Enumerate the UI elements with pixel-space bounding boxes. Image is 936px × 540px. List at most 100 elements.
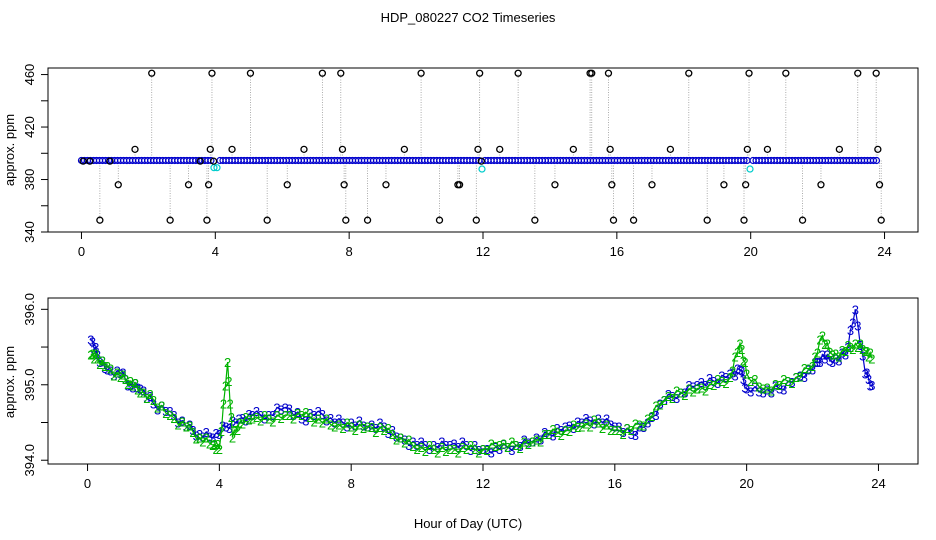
series-symbol-3: 3 [689,380,696,395]
series-symbol-3: 3 [738,364,745,379]
series-symbol-3: 3 [405,438,412,453]
series-symbol-3: 3 [193,429,200,444]
spike-point [208,69,216,77]
series-symbol-2: 2 [426,438,433,453]
series-symbol-2: 2 [640,418,647,433]
series-symbol-2: 2 [107,362,114,377]
spike-point [609,216,618,224]
series-symbol-3: 3 [669,389,676,404]
series-symbol-3: 3 [500,437,507,452]
series-symbol-3: 3 [867,379,874,394]
series-symbol-3: 3 [401,432,408,447]
series-symbol-3: 3 [508,443,515,458]
series-symbol-3: 3 [729,366,736,381]
series-symbol-3: 3 [595,412,602,427]
series-symbol-2: 2 [755,380,762,395]
series-symbol-2: 2 [868,351,875,366]
series-symbol-2: 2 [294,406,301,421]
x-tick-label: 0 [78,244,85,259]
spike-point [703,216,711,224]
series-symbol-2: 2 [186,418,193,433]
series-symbol-2: 2 [99,353,106,368]
series-symbol-3: 3 [310,408,317,423]
series-symbol-3: 3 [409,434,416,449]
series-symbol-2: 2 [170,411,177,426]
spike-point [337,69,345,77]
series-symbol-2: 2 [154,400,161,415]
series-symbol-3: 3 [426,442,433,457]
x-tick-label: 20 [739,476,753,491]
series-symbol-2: 2 [278,411,285,426]
series-symbol-3: 3 [847,323,854,338]
x-tick-label: 12 [476,244,490,259]
series-symbol-2: 2 [94,351,101,366]
series-symbol-3: 3 [319,407,326,422]
series-symbol-3: 3 [558,423,565,438]
series-symbol-3: 3 [835,353,842,368]
series-symbol-2: 2 [665,389,672,404]
spike-point [455,181,464,189]
series-symbol-3: 3 [91,342,98,357]
series-symbol-2: 2 [867,346,874,361]
series-symbol-2: 2 [743,366,750,381]
series-symbol-2: 2 [863,344,870,359]
spike-point [204,181,213,189]
series-symbol-3: 3 [376,416,383,431]
series-symbol-3: 3 [471,438,478,453]
y-tick-label: 460 [22,64,37,86]
series-symbol-2: 2 [122,372,129,387]
series-symbol-3: 3 [751,380,758,395]
series-symbol-3: 3 [302,414,309,429]
spike-point [817,181,825,189]
series-symbol-3: 3 [212,426,219,441]
series-symbol-2: 2 [418,440,425,455]
x-axis-label: Hour of Day (UTC) [414,516,522,531]
series-symbol-3: 3 [549,429,556,444]
series-symbol-3: 3 [821,351,828,366]
series-symbol-3: 3 [814,355,821,370]
series-symbol-2: 2 [529,434,536,449]
series-symbol-3: 3 [335,412,342,427]
series-symbol-3: 3 [459,434,466,449]
series-symbol-3: 3 [92,340,99,355]
series-symbol-2: 2 [702,383,709,398]
series-symbol-2: 2 [741,355,748,370]
series-symbol-3: 3 [372,421,379,436]
series-symbol-2: 2 [127,374,134,389]
x-tick-label: 8 [346,244,353,259]
series-symbol-2: 2 [842,344,849,359]
series-line-2 [90,334,873,454]
series-symbol-2: 2 [231,423,238,438]
series-symbol-2: 2 [722,376,729,391]
series-symbol-2: 2 [586,419,593,434]
spike-point [496,145,504,153]
spike-point [474,145,482,153]
series-symbol-2: 2 [677,385,684,400]
series-symbol-2: 2 [500,436,507,451]
series-symbol-2: 2 [558,428,565,443]
series-symbol-3: 3 [446,438,453,453]
series-symbol-2: 2 [562,423,569,438]
series-symbol-2: 2 [124,377,131,392]
series-symbol-2: 2 [261,408,268,423]
series-symbol-2: 2 [607,423,614,438]
series-symbol-2: 2 [143,391,150,406]
series-symbol-2: 2 [364,419,371,434]
series-symbol-2: 2 [234,423,241,438]
series-symbol-2: 2 [797,369,804,384]
series-symbol-3: 3 [189,423,196,438]
series-symbol-3: 3 [430,438,437,453]
series-symbol-2: 2 [826,345,833,360]
series-symbol-2: 2 [323,412,330,427]
series-symbol-2: 2 [844,338,851,353]
series-symbol-2: 2 [865,349,872,364]
series-symbol-3: 3 [824,348,831,363]
spike-point [648,181,656,189]
spike-point [743,145,751,153]
series-symbol-2: 2 [591,413,598,428]
series-symbol-3: 3 [199,430,206,445]
series-symbol-3: 3 [196,427,203,442]
series-symbol-2: 2 [229,431,236,446]
series-symbol-2: 2 [368,420,375,435]
